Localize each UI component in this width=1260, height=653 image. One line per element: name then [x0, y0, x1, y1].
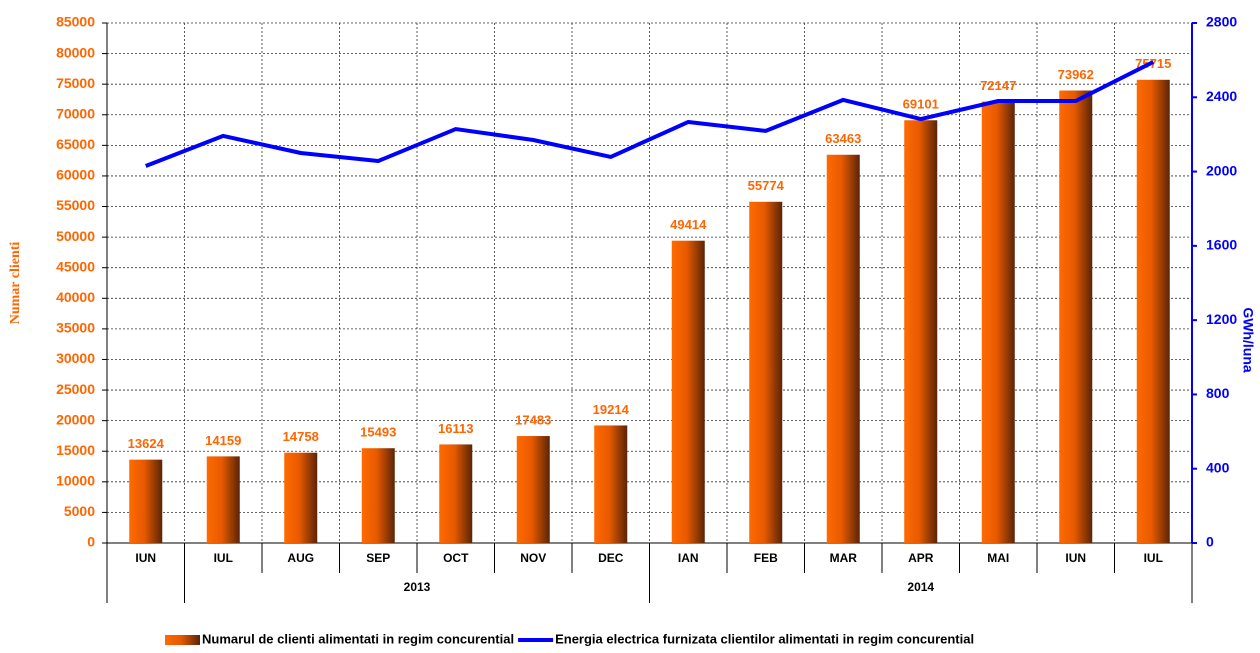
legend-swatch: [165, 635, 200, 645]
x-tick-label: IUL: [214, 551, 233, 565]
x-tick-label: SEP: [366, 551, 390, 565]
y2-tick-label: 1200: [1206, 311, 1237, 327]
x-group-label: 2013: [404, 580, 431, 594]
data-label: 55774: [748, 178, 785, 193]
bar: [284, 452, 318, 543]
y-tick-label: 80000: [56, 44, 95, 60]
y2-tick-label: 1600: [1206, 237, 1237, 253]
data-label: 73962: [1058, 67, 1094, 82]
data-label: 15493: [360, 425, 396, 440]
legend-label: Energia electrica furnizata clientilor a…: [555, 631, 974, 646]
y-tick-label: 20000: [56, 411, 95, 427]
y-tick-label: 30000: [56, 350, 95, 366]
x-tick-label: FEB: [754, 551, 778, 565]
bar: [904, 120, 938, 544]
y-tick-label: 0: [87, 534, 95, 550]
x-tick-label: IUL: [1144, 551, 1163, 565]
y-tick-label: 70000: [56, 105, 95, 121]
y-tick-label: 55000: [56, 197, 95, 213]
y-tick-label: 65000: [56, 136, 95, 152]
y-tick-label: 25000: [56, 381, 95, 397]
bar: [1136, 79, 1170, 543]
data-label: 72147: [980, 78, 1016, 93]
data-label: 19214: [593, 402, 630, 417]
data-label: 17483: [515, 412, 551, 427]
data-label: 63463: [825, 131, 861, 146]
y2-tick-label: 2800: [1206, 14, 1237, 30]
bar: [826, 154, 860, 543]
bar: [594, 425, 628, 543]
data-label: 14758: [283, 429, 319, 444]
x-group-label: 2014: [907, 580, 934, 594]
y-tick-label: 85000: [56, 14, 95, 30]
y-tick-label: 75000: [56, 75, 95, 91]
y2-tick-label: 400: [1206, 459, 1230, 475]
y2-tick-label: 2400: [1206, 88, 1237, 104]
data-label: 13624: [128, 436, 165, 451]
x-tick-label: NOV: [520, 551, 546, 565]
line: [145, 60, 1155, 168]
x-tick-label: IUN: [1065, 551, 1086, 565]
y2-tick-label: 2000: [1206, 162, 1237, 178]
bar: [1059, 90, 1093, 544]
y-tick-label: 15000: [56, 442, 95, 458]
y2-tick-label: 800: [1206, 385, 1230, 401]
y-tick-label: 5000: [64, 503, 95, 519]
x-tick-label: DEC: [598, 551, 624, 565]
data-label: 16113: [438, 421, 473, 436]
y-tick-label: 45000: [56, 258, 95, 274]
data-label: 14159: [205, 433, 241, 448]
y-tick-label: 40000: [56, 289, 95, 305]
data-label: 49414: [670, 217, 707, 232]
bar: [206, 456, 240, 543]
data-label: 69101: [903, 97, 939, 112]
bar: [749, 201, 783, 543]
bar: [516, 436, 550, 543]
x-tick-label: AUG: [287, 551, 314, 565]
y-tick-label: 60000: [56, 167, 95, 183]
y-tick-label: 35000: [56, 320, 95, 336]
x-tick-label: APR: [908, 551, 934, 565]
y-tick-label: 50000: [56, 228, 95, 244]
y2-axis-label: GWh/luna: [1240, 307, 1256, 373]
y-tick-label: 10000: [56, 473, 95, 489]
x-tick-label: MAR: [830, 551, 858, 565]
bar: [981, 101, 1015, 543]
bar: [129, 459, 163, 543]
x-tick-label: IAN: [678, 551, 699, 565]
y-axis-label: Numar clienti: [8, 242, 23, 325]
y2-tick-label: 0: [1206, 534, 1214, 550]
bar: [361, 448, 395, 543]
x-tick-label: IUN: [135, 551, 156, 565]
x-tick-label: OCT: [443, 551, 469, 565]
bar: [671, 240, 705, 544]
bar: [439, 444, 473, 543]
x-tick-label: MAI: [987, 551, 1009, 565]
legend-label: Numarul de clienti alimentati in regim c…: [202, 631, 514, 646]
